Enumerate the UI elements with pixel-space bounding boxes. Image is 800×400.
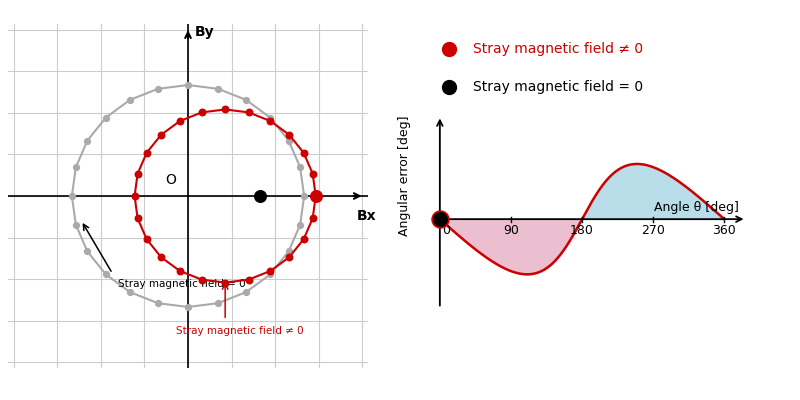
Point bbox=[131, 215, 144, 222]
Point bbox=[306, 170, 319, 177]
Point bbox=[218, 106, 231, 113]
Text: 180: 180 bbox=[570, 224, 594, 237]
Text: 90: 90 bbox=[503, 224, 519, 237]
Text: Stray magnetic field ≠ 0: Stray magnetic field ≠ 0 bbox=[473, 42, 643, 56]
Text: Stray magnetic field = 0: Stray magnetic field = 0 bbox=[473, 80, 643, 94]
Point bbox=[264, 118, 277, 124]
Point bbox=[154, 254, 167, 260]
Text: By: By bbox=[195, 25, 214, 39]
Point bbox=[182, 304, 194, 310]
Point bbox=[242, 276, 255, 283]
Point bbox=[310, 193, 322, 199]
Point bbox=[151, 86, 164, 92]
Point bbox=[212, 300, 225, 306]
Point bbox=[306, 215, 319, 222]
Point bbox=[123, 289, 136, 295]
Point bbox=[310, 193, 322, 199]
Point bbox=[99, 114, 112, 121]
Point bbox=[212, 86, 225, 92]
Point bbox=[298, 236, 310, 242]
Text: 0: 0 bbox=[442, 224, 450, 237]
Point bbox=[283, 132, 296, 138]
Point bbox=[123, 97, 136, 103]
Point bbox=[174, 118, 186, 124]
Point bbox=[254, 193, 266, 199]
Point bbox=[140, 150, 153, 156]
Point bbox=[195, 276, 208, 283]
Text: Stray magnetic field = 0: Stray magnetic field = 0 bbox=[118, 279, 246, 289]
Point bbox=[66, 193, 78, 199]
Point bbox=[174, 268, 186, 274]
Point bbox=[298, 150, 310, 156]
Point bbox=[99, 271, 112, 278]
Point bbox=[182, 82, 194, 88]
Point bbox=[434, 216, 446, 222]
Point bbox=[298, 193, 310, 199]
Point bbox=[434, 216, 446, 222]
Point bbox=[240, 97, 253, 103]
Point bbox=[151, 300, 164, 306]
Text: Bx: Bx bbox=[356, 209, 376, 223]
Point bbox=[154, 132, 167, 138]
Point bbox=[195, 109, 208, 116]
Point bbox=[264, 271, 277, 278]
Point bbox=[218, 279, 231, 286]
Point bbox=[240, 289, 253, 295]
Text: O: O bbox=[166, 173, 176, 187]
Point bbox=[242, 109, 255, 116]
Point bbox=[282, 248, 295, 255]
Point bbox=[70, 164, 82, 170]
Text: Angular error [deg]: Angular error [deg] bbox=[398, 116, 410, 236]
Point bbox=[81, 137, 94, 144]
Point bbox=[294, 164, 306, 170]
Point bbox=[264, 268, 277, 274]
Point bbox=[128, 193, 141, 199]
Text: 360: 360 bbox=[713, 224, 736, 237]
Point bbox=[264, 114, 277, 121]
Point bbox=[131, 170, 144, 177]
Text: Angle θ [deg]: Angle θ [deg] bbox=[654, 201, 738, 214]
Point bbox=[282, 137, 295, 144]
Point bbox=[81, 248, 94, 255]
Point bbox=[434, 216, 446, 222]
Point bbox=[140, 236, 153, 242]
Point bbox=[294, 222, 306, 228]
Point bbox=[283, 254, 296, 260]
Text: Stray magnetic field ≠ 0: Stray magnetic field ≠ 0 bbox=[176, 326, 304, 336]
Text: 270: 270 bbox=[642, 224, 665, 237]
Point bbox=[70, 222, 82, 228]
